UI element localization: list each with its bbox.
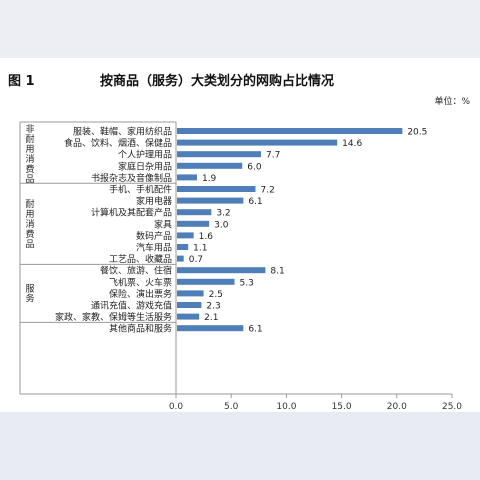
bar: [177, 325, 244, 332]
category-label: 其他商品和服务: [109, 323, 172, 335]
bottom-background: [0, 412, 480, 480]
data-label: 20.5: [407, 128, 427, 138]
data-label: 2.1: [204, 313, 218, 323]
bar: [177, 278, 235, 285]
bar: [177, 313, 200, 320]
x-tick-label: 25.0: [442, 402, 462, 412]
group-label: 耐用消费品: [25, 198, 34, 250]
data-label: 1.9: [202, 174, 217, 184]
data-label: 7.2: [260, 186, 274, 196]
category-label: 通讯充值、游戏充值: [91, 300, 172, 312]
data-label: 5.3: [240, 278, 254, 288]
category-label: 家庭日杂用品: [118, 160, 172, 172]
category-label: 个人护理用品: [118, 149, 172, 161]
category-label: 食品、饮料、烟酒、保健品: [64, 137, 172, 149]
bar: [177, 267, 266, 274]
bar: [177, 244, 189, 250]
data-label: 1.1: [193, 244, 207, 254]
data-label: 6.0: [247, 162, 262, 172]
bar: [177, 139, 338, 146]
bar: [177, 290, 204, 297]
data-label: 1.6: [199, 232, 214, 242]
data-label: 6.1: [248, 197, 262, 207]
x-tick-label: 20.0: [387, 402, 407, 412]
category-label: 汽车用品: [136, 242, 172, 254]
data-label: 14.6: [342, 139, 362, 149]
data-label: 2.3: [206, 302, 220, 312]
x-tick-label: 15.0: [332, 402, 352, 412]
data-label: 3.0: [214, 220, 229, 230]
x-tick-label: 0.0: [169, 402, 184, 412]
chart-panel: [0, 58, 480, 412]
category-label: 家用电器: [136, 195, 172, 207]
bar: [177, 162, 243, 169]
category-label: 飞机票、火车票: [109, 276, 172, 288]
bar: [177, 232, 194, 239]
x-tick-label: 10.0: [276, 402, 296, 412]
data-label: 7.7: [266, 151, 280, 161]
figure-label: 图 1: [8, 74, 35, 89]
bar: [177, 174, 197, 181]
category-label: 手机、手机配件: [109, 184, 172, 196]
top-background: [0, 0, 480, 58]
category-label: 保险、演出票务: [109, 288, 172, 300]
data-label: 3.2: [216, 209, 230, 219]
chart-title: 按商品（服务）大类划分的网购占比情况: [100, 73, 334, 89]
bar: [177, 128, 403, 134]
group-label: 服务: [25, 283, 34, 304]
category-label: 服装、鞋帽、家用纺织品: [73, 126, 172, 138]
bar: [177, 302, 202, 308]
category-label: 餐饮、旅游、住宿: [100, 265, 172, 277]
data-label: 0.7: [189, 255, 203, 265]
category-label: 数码产品: [136, 230, 172, 242]
bar: [177, 186, 256, 192]
bar: [177, 209, 212, 216]
x-tick-label: 5.0: [224, 402, 239, 412]
data-label: 8.1: [270, 267, 284, 277]
data-label: 2.5: [209, 290, 223, 300]
bar: [177, 197, 244, 204]
category-label: 家具: [154, 218, 172, 230]
category-label: 家政、家教、保姆等生活服务: [55, 311, 172, 323]
bar: [177, 151, 262, 158]
unit-label: 单位：%: [434, 95, 470, 107]
group-label: 非耐用消费品: [25, 123, 34, 185]
category-label: 书报杂志及音像制品: [91, 172, 172, 184]
bar: [177, 255, 184, 262]
data-label: 6.1: [248, 325, 262, 335]
bar: [177, 220, 210, 227]
category-label: 计算机及其配套产品: [91, 207, 172, 219]
category-label: 工艺品、收藏品: [109, 253, 172, 265]
